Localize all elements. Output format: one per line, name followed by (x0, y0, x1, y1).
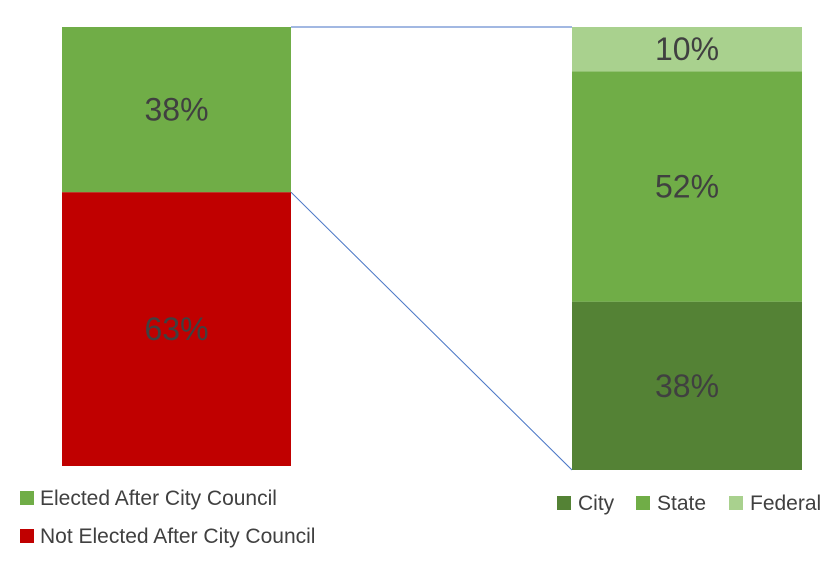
left-segment-elected-after-city-council (62, 27, 291, 193)
legend-label-not-elected-after-city-council: Not Elected After City Council (40, 525, 315, 548)
right-segment-state (572, 71, 802, 302)
connector-line-bottom (290, 191, 573, 471)
right-label-federal: 10% (655, 31, 719, 67)
legend-swatch-federal (729, 496, 743, 510)
legend-label-state: State (657, 492, 706, 515)
left-legend: Elected After City Council Not Elected Af… (20, 487, 315, 548)
right-label-state: 52% (655, 168, 719, 204)
legend-swatch-not-elected-after-city-council (20, 529, 34, 543)
right-segment-city (572, 301, 802, 470)
right-label-city: 38% (655, 368, 719, 404)
legend-swatch-city (557, 496, 571, 510)
right-segment-federal (572, 27, 802, 72)
right-stacked-bar: 38% 52% 10% (572, 27, 802, 470)
legend-label-city: City (578, 492, 615, 515)
left-label-not-elected-after-city-council: 63% (144, 311, 208, 347)
right-legend: City State Federal (557, 492, 821, 515)
legend-label-elected-after-city-council: Elected After City Council (40, 487, 277, 510)
connector-lines (290, 26, 573, 471)
left-stacked-bar: 63% 38% (62, 27, 291, 466)
left-segment-not-elected-after-city-council (62, 192, 291, 466)
legend-label-federal: Federal (750, 492, 821, 515)
legend-swatch-state (636, 496, 650, 510)
legend-swatch-elected-after-city-council (20, 491, 34, 505)
left-label-elected-after-city-council: 38% (144, 92, 208, 128)
